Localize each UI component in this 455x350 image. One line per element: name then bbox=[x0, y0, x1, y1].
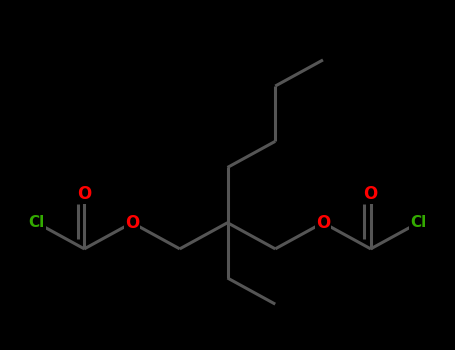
Text: O: O bbox=[77, 184, 91, 203]
Text: O: O bbox=[125, 214, 139, 232]
Text: O: O bbox=[316, 214, 330, 232]
Text: O: O bbox=[364, 184, 378, 203]
Text: Cl: Cl bbox=[28, 215, 45, 230]
Text: Cl: Cl bbox=[410, 215, 427, 230]
